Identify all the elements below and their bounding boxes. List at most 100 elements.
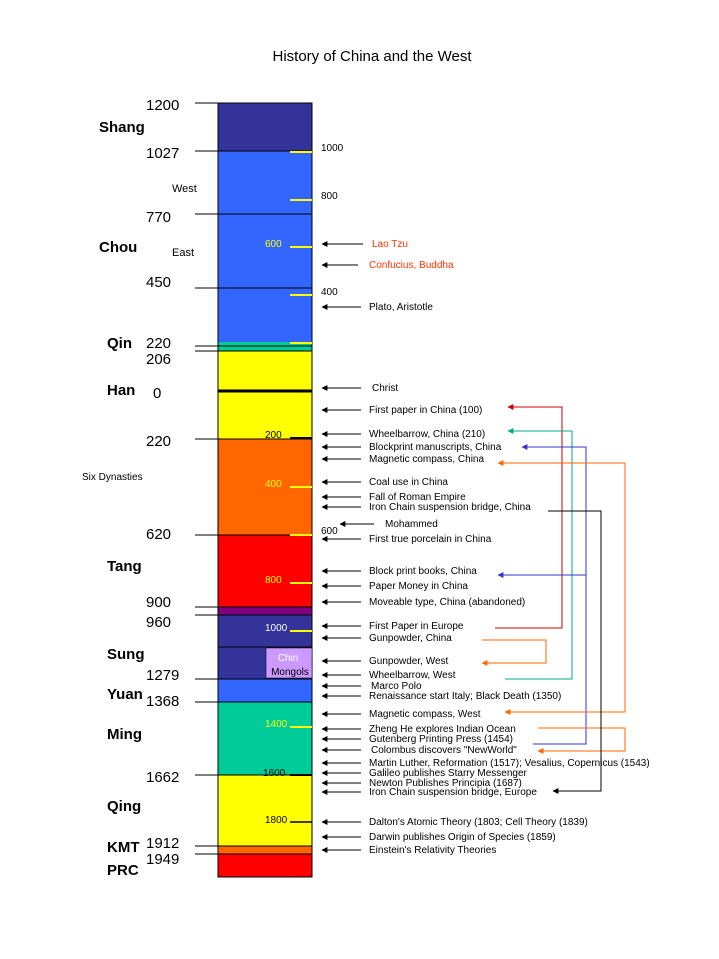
dynasty-name: PRC <box>107 862 139 879</box>
century-label: 400 <box>265 479 282 490</box>
event-label: Wheelbarrow, China (210) <box>369 429 485 440</box>
event-label: Gunpowder, West <box>369 656 449 667</box>
century-label: 1600 <box>263 768 286 779</box>
chart-title: History of China and the West <box>273 48 473 65</box>
dynasty-name: Qing <box>107 798 141 815</box>
year-label: 1368 <box>146 693 179 710</box>
event-label: Wheelbarrow, West <box>369 670 456 681</box>
event-label: Renaissance start Italy; Black Death (13… <box>369 691 561 702</box>
century-label: 1400 <box>265 719 288 730</box>
event-label: Paper Money in China <box>369 581 468 592</box>
segment-shang <box>218 103 312 151</box>
segment-late-tang <box>218 607 312 615</box>
connector-blockprint <box>521 444 587 745</box>
event-label: First Paper in Europe <box>369 621 464 632</box>
event-label: Fall of Roman Empire <box>369 492 466 503</box>
dynasty-name: Yuan <box>107 686 143 703</box>
connector-exploration <box>537 727 626 754</box>
dynasty-name: Chou <box>99 239 137 256</box>
century-label: 1000 <box>265 623 288 634</box>
dynasty-name: Qin <box>107 335 132 352</box>
event-label: Block print books, China <box>369 566 477 577</box>
year-label: 220 <box>146 335 171 352</box>
year-label: 206 <box>146 351 171 368</box>
segment-yuan <box>218 679 312 702</box>
timeline-bar <box>217 102 313 878</box>
segment-kmt <box>218 846 312 854</box>
century-label: 800 <box>265 575 282 586</box>
segment-qing <box>218 775 312 846</box>
connector-wheelbarrow <box>505 428 573 680</box>
overlay-line1: Chin <box>278 653 299 664</box>
segment-prc <box>218 854 312 877</box>
overlay-line2: Mongols <box>271 667 309 678</box>
century-label: 600 <box>265 239 282 250</box>
overlay-box <box>265 647 313 679</box>
event-label: Iron Chain suspension bridge, Europe <box>369 787 537 798</box>
year-label: 770 <box>146 209 171 226</box>
event-label: Iron Chain suspension bridge, China <box>369 502 531 513</box>
event-label: Confucius, Buddha <box>369 260 454 271</box>
connector-bridge <box>548 510 602 794</box>
century-label: 600 <box>321 526 338 537</box>
century-label: 200 <box>265 430 282 441</box>
event-label: Newton Publishes Principia (1687) <box>369 778 522 789</box>
century-label: 1000 <box>321 143 344 154</box>
subperiod-east: East <box>172 247 194 259</box>
event-label: First paper in China (100) <box>369 405 482 416</box>
event-label: Moveable type, China (abandoned) <box>369 597 525 608</box>
year-label: 1912 <box>146 835 179 852</box>
century-ticks <box>290 151 312 728</box>
dynasty-name: Shang <box>99 119 145 136</box>
event-arrows <box>321 241 374 853</box>
event-label: First true porcelain in China <box>369 534 492 545</box>
event-label: Colombus discovers "NewWorld" <box>371 745 517 756</box>
year-label: 1200 <box>146 97 179 114</box>
year-label: 620 <box>146 526 171 543</box>
event-label: Coal use in China <box>369 477 448 488</box>
event-label: Mohammed <box>385 519 438 530</box>
dynasty-name: Tang <box>107 558 142 575</box>
event-label: Magnetic compass, West <box>369 709 481 720</box>
year-label: 1949 <box>146 851 179 868</box>
connector-gunpowder <box>481 639 547 666</box>
event-label: Blockprint manuscripts, China <box>369 442 502 453</box>
connectors <box>481 404 626 794</box>
dynasty-name: Ming <box>107 726 142 743</box>
year-label: 960 <box>146 614 171 631</box>
dynasty-name: Han <box>107 382 135 399</box>
dynasty-name: Sung <box>107 646 145 663</box>
century-label: 1800 <box>265 815 288 826</box>
event-label: Marco Polo <box>371 681 422 692</box>
year-label: 220 <box>146 433 171 450</box>
segment-tang <box>218 535 312 607</box>
event-label: Darwin publishes Origin of Species (1859… <box>369 832 556 843</box>
event-label: Gunpowder, China <box>369 633 452 644</box>
year-label: 1279 <box>146 667 179 684</box>
segment-ming <box>218 702 312 775</box>
event-label: Einstein's Relativity Theories <box>369 845 496 856</box>
segment-han <box>218 351 312 439</box>
century-label: 800 <box>321 191 338 202</box>
year-label: 1662 <box>146 769 179 786</box>
year-label: 450 <box>146 274 171 291</box>
connector-paper <box>495 404 563 629</box>
event-label: Dalton's Atomic Theory (1803; Cell Theor… <box>369 817 588 828</box>
connector-compass <box>504 463 626 715</box>
subperiod-west: West <box>172 183 197 195</box>
dynasty-name: Six Dynasties <box>82 472 143 483</box>
year-label: 0 <box>153 385 161 402</box>
event-label: Gutenberg Printing Press (1454) <box>369 734 513 745</box>
century-label: 400 <box>321 287 338 298</box>
event-label: Galileo publishes Starry Messenger <box>369 768 528 779</box>
event-label: Lao Tzu <box>372 239 408 250</box>
year-label: 1027 <box>146 145 179 162</box>
event-label: Magnetic compass, China <box>369 454 484 465</box>
event-label: Martin Luther, Reformation (1517); Vesal… <box>369 758 650 769</box>
event-label: Zheng He explores Indian Ocean <box>369 724 516 735</box>
dynasty-name: KMT <box>107 839 140 856</box>
year-label: 900 <box>146 594 171 611</box>
event-label: Plato, Aristotle <box>369 302 433 313</box>
event-label: Christ <box>372 383 398 394</box>
